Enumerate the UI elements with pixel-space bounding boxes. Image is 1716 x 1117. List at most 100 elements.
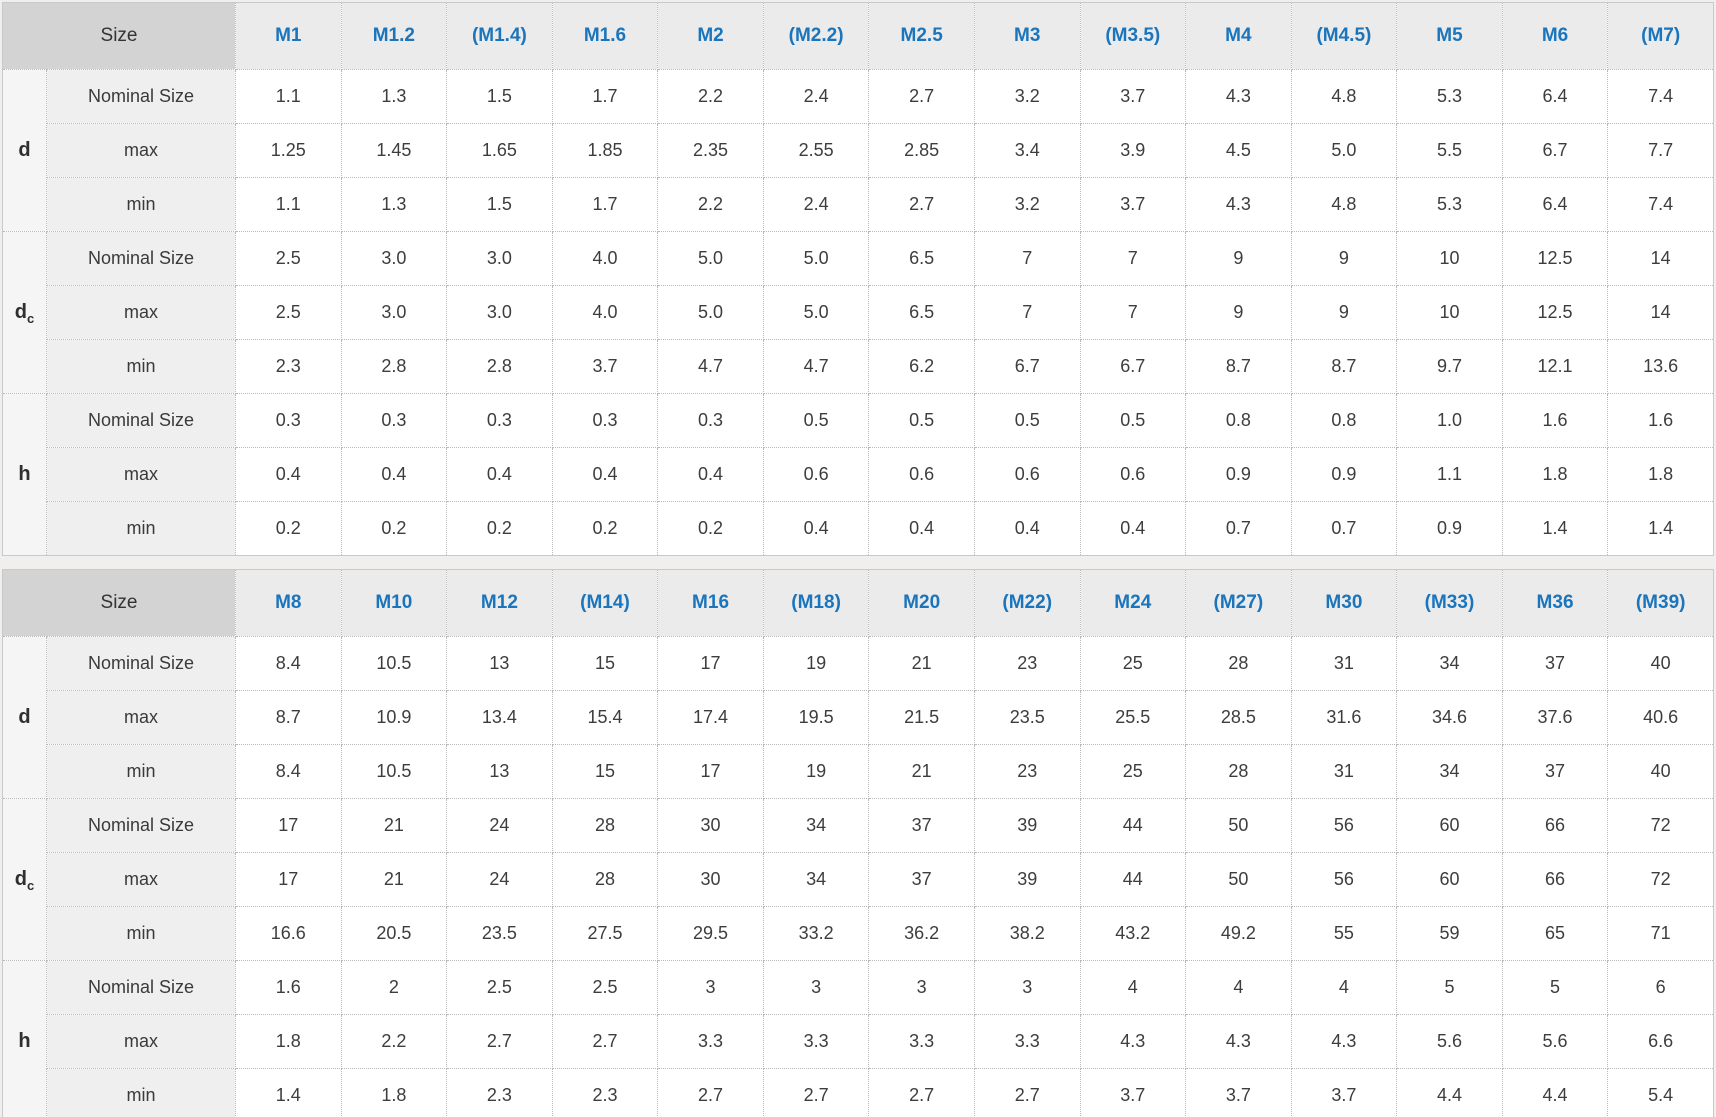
size-column-header[interactable]: M20 [868, 569, 975, 637]
value-cell: 1.4 [1607, 501, 1714, 556]
size-column-header[interactable]: M8 [235, 569, 342, 637]
size-column-header[interactable]: (M33) [1396, 569, 1503, 637]
size-column-header[interactable]: M2 [657, 2, 764, 70]
size-column-header[interactable]: (M3.5) [1079, 2, 1187, 70]
value-cell: 0.9 [1290, 447, 1398, 502]
table-row: max 0.4 0.4 0.4 0.4 0.4 0.6 0.6 0.6 0.6 0.9 0.9 1.1 1… [3, 447, 1714, 502]
value-cell: 3.7 [1079, 177, 1187, 232]
value-cell: 4 [1185, 960, 1292, 1015]
value-cell: 17 [657, 636, 764, 691]
value-cell: 6.5 [868, 285, 975, 340]
table-row: min 16.6 20.5 23.5 27.5 29.5 33.2 36.2 38.2 43.2 4… [3, 906, 1714, 961]
table-row: min 1.1 1.3 1.5 1.7 2.2 2.4 2.7 3.2 3.7 4.3 4.8 5.3 6… [3, 177, 1714, 232]
value-cell: 20.5 [340, 906, 448, 961]
value-cell: 4.0 [551, 285, 659, 340]
value-cell: 4.4 [1501, 1068, 1609, 1117]
table-gap [2, 556, 1714, 569]
value-cell: 0.4 [762, 501, 870, 556]
value-cell: 6.7 [973, 339, 1081, 394]
value-cell: 3.0 [446, 231, 553, 286]
value-cell: 21 [340, 798, 448, 853]
size-column-header[interactable]: (M27) [1185, 569, 1292, 637]
value-cell: 19 [762, 636, 870, 691]
value-cell: 2.55 [762, 123, 870, 178]
row-label: max [46, 690, 236, 745]
value-cell: 34.6 [1396, 690, 1503, 745]
value-cell: 2.7 [657, 1068, 764, 1117]
size-column-header[interactable]: (M2.2) [762, 2, 870, 70]
value-cell: 3.0 [340, 285, 448, 340]
value-cell: 2.8 [446, 339, 553, 394]
value-cell: 1.3 [340, 69, 448, 124]
value-cell: 2.7 [446, 1014, 553, 1069]
row-label: min [46, 177, 236, 232]
size-column-header[interactable]: M16 [657, 569, 764, 637]
value-cell: 10 [1396, 231, 1503, 286]
value-cell: 1.45 [340, 123, 448, 178]
size-column-header[interactable]: M2.5 [868, 2, 975, 70]
value-cell: 71 [1607, 906, 1714, 961]
value-cell: 2.5 [235, 231, 342, 286]
value-cell: 2.35 [657, 123, 764, 178]
value-cell: 5.5 [1396, 123, 1503, 178]
size-column-header[interactable]: M1.6 [551, 2, 659, 70]
value-cell: 3 [762, 960, 870, 1015]
size-column-header[interactable]: M12 [446, 569, 553, 637]
size-column-header[interactable]: (M7) [1607, 2, 1714, 70]
value-cell: 1.1 [235, 69, 342, 124]
size-column-header[interactable]: M5 [1396, 2, 1503, 70]
size-column-header[interactable]: M6 [1501, 2, 1609, 70]
size-column-header[interactable]: M10 [340, 569, 448, 637]
value-cell: 27.5 [551, 906, 659, 961]
value-cell: 40.6 [1607, 690, 1714, 745]
value-cell: 5.0 [1290, 123, 1398, 178]
value-cell: 0.5 [762, 393, 870, 448]
value-cell: 2.2 [340, 1014, 448, 1069]
value-cell: 2.5 [235, 285, 342, 340]
value-cell: 1.1 [235, 177, 342, 232]
row-label: max [46, 852, 236, 907]
value-cell: 0.3 [446, 393, 553, 448]
row-label: min [46, 501, 236, 556]
size-column-header[interactable]: M3 [973, 2, 1081, 70]
value-cell: 1.0 [1396, 393, 1503, 448]
size-column-header[interactable]: M24 [1079, 569, 1187, 637]
value-cell: 0.9 [1185, 447, 1292, 502]
size-column-header[interactable]: (M39) [1607, 569, 1714, 637]
value-cell: 0.8 [1185, 393, 1292, 448]
value-cell: 13 [446, 744, 553, 799]
value-cell: 4 [1079, 960, 1187, 1015]
size-column-header[interactable]: M4 [1185, 2, 1292, 70]
size-column-header[interactable]: M1 [235, 2, 342, 70]
size-column-header[interactable]: (M18) [762, 569, 870, 637]
size-column-header[interactable]: (M1.4) [446, 2, 553, 70]
value-cell: 30 [657, 852, 764, 907]
value-cell: 1.85 [551, 123, 659, 178]
value-cell: 2.3 [446, 1068, 553, 1117]
value-cell: 3.7 [1290, 1068, 1398, 1117]
row-label: Nominal Size [46, 69, 236, 124]
size-column-header[interactable]: (M22) [973, 569, 1081, 637]
value-cell: 15 [551, 744, 659, 799]
size-column-header[interactable]: M1.2 [340, 2, 448, 70]
value-cell: 2.2 [657, 69, 764, 124]
size-column-header[interactable]: M30 [1290, 569, 1398, 637]
row-label: max [46, 285, 236, 340]
size-column-header[interactable]: (M4.5) [1290, 2, 1398, 70]
value-cell: 1.7 [551, 69, 659, 124]
row-label: Nominal Size [46, 636, 236, 691]
value-cell: 21.5 [868, 690, 975, 745]
value-cell: 24 [446, 798, 553, 853]
value-cell: 2.7 [551, 1014, 659, 1069]
table-row: min 1.4 1.8 2.3 2.3 2.7 2.7 2.7 2.7 3.7 3.7 3.7 4.4 4… [3, 1068, 1714, 1117]
value-cell: 4.8 [1290, 177, 1398, 232]
value-cell: 72 [1607, 798, 1714, 853]
size-column-header[interactable]: (M14) [551, 569, 659, 637]
value-cell: 8.7 [235, 690, 342, 745]
value-cell: 37 [1501, 744, 1609, 799]
size-column-header[interactable]: M36 [1501, 569, 1609, 637]
value-cell: 28 [551, 798, 659, 853]
value-cell: 6.5 [868, 231, 975, 286]
value-cell: 24 [446, 852, 553, 907]
value-cell: 5.0 [762, 231, 870, 286]
